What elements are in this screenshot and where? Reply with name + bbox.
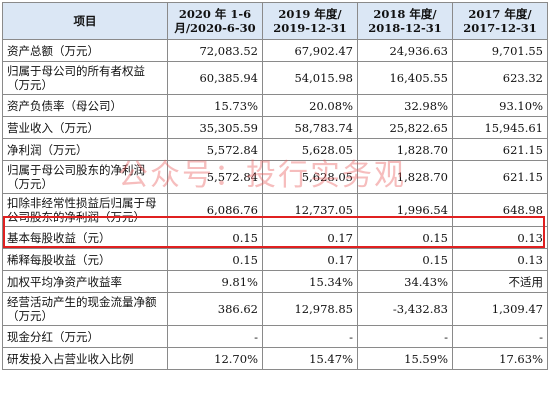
table-row: 归属于母公司的所有者权益（万元） 60,385.94 54,015.98 16,… <box>2 61 548 95</box>
table-row: 现金分红（万元） - - - - <box>2 325 548 348</box>
cell-2017: 623.32 <box>452 61 548 95</box>
cell-2017: 0.13 <box>452 248 548 271</box>
table-row: 资产总额（万元） 72,083.52 67,902.47 24,936.63 9… <box>2 39 548 62</box>
row-label: 归属于母公司的所有者权益（万元） <box>2 61 168 95</box>
table-row: 稀释每股收益（元） 0.15 0.17 0.15 0.13 <box>2 248 548 271</box>
table-row: 资产负债率（母公司） 15.73% 20.08% 32.98% 93.10% <box>2 94 548 117</box>
row-label: 资产负债率（母公司） <box>2 94 168 117</box>
cell-2017: 9,701.55 <box>452 39 548 62</box>
cell-2020h1: 5,572.84 <box>167 160 263 194</box>
cell-2018: 25,822.65 <box>357 116 453 139</box>
cell-2018: 32.98% <box>357 94 453 117</box>
cell-2020h1: 0.15 <box>167 226 263 249</box>
cell-2018: 34.43% <box>357 270 453 293</box>
cell-2020h1: 9.81% <box>167 270 263 293</box>
table-header-row: 项目 2020 年 1-6 月/2020-6-30 2019 年度/ 2019-… <box>2 2 548 40</box>
cell-2017: 621.15 <box>452 160 548 194</box>
table-row: 归属于母公司股东的净利润（万元） 5,572.84 5,628.05 1,828… <box>2 160 548 194</box>
cell-2019: 58,783.74 <box>262 116 358 139</box>
cell-2020h1: 72,083.52 <box>167 39 263 62</box>
table-row: 经营活动产生的现金流量净额（万元） 386.62 12,978.85 -3,43… <box>2 292 548 326</box>
cell-2018: - <box>357 325 453 348</box>
table-row: 营业收入（万元） 35,305.59 58,783.74 25,822.65 1… <box>2 116 548 139</box>
cell-2018: 15.59% <box>357 347 453 370</box>
row-label: 净利润（万元） <box>2 138 168 161</box>
row-label: 营业收入（万元） <box>2 116 168 139</box>
cell-2020h1: 6,086.76 <box>167 193 263 227</box>
cell-2020h1: 15.73% <box>167 94 263 117</box>
cell-2020h1: 12.70% <box>167 347 263 370</box>
cell-2020h1: - <box>167 325 263 348</box>
cell-2017: 15,945.61 <box>452 116 548 139</box>
cell-2018: 1,828.70 <box>357 160 453 194</box>
row-label: 稀释每股收益（元） <box>2 248 168 271</box>
row-label: 经营活动产生的现金流量净额（万元） <box>2 292 168 326</box>
cell-2019: 12,737.05 <box>262 193 358 227</box>
table-row: 研发投入占营业收入比例 12.70% 15.47% 15.59% 17.63% <box>2 347 548 370</box>
cell-2020h1: 0.15 <box>167 248 263 271</box>
cell-2020h1: 60,385.94 <box>167 61 263 95</box>
row-label: 资产总额（万元） <box>2 39 168 62</box>
cell-2017: - <box>452 325 548 348</box>
table-row: 加权平均净资产收益率 9.81% 15.34% 34.43% 不适用 <box>2 270 548 293</box>
cell-2019: 54,015.98 <box>262 61 358 95</box>
cell-2019: 12,978.85 <box>262 292 358 326</box>
cell-2019: 67,902.47 <box>262 39 358 62</box>
cell-2017: 17.63% <box>452 347 548 370</box>
cell-2017: 93.10% <box>452 94 548 117</box>
row-label: 现金分红（万元） <box>2 325 168 348</box>
header-2020h1: 2020 年 1-6 月/2020-6-30 <box>167 2 263 40</box>
row-label: 研发投入占营业收入比例 <box>2 347 168 370</box>
cell-2017: 不适用 <box>452 270 548 293</box>
header-item: 项目 <box>2 2 168 40</box>
cell-2018: 1,828.70 <box>357 138 453 161</box>
cell-2017: 0.13 <box>452 226 548 249</box>
header-2019: 2019 年度/ 2019-12-31 <box>262 2 358 40</box>
cell-2019: 5,628.05 <box>262 138 358 161</box>
table-row: 基本每股收益（元） 0.15 0.17 0.15 0.13 <box>2 226 548 249</box>
row-label: 扣除非经常性损益后归属于母公司股东的净利润（万元） <box>2 193 168 227</box>
cell-2019: 15.47% <box>262 347 358 370</box>
cell-2018: -3,432.83 <box>357 292 453 326</box>
cell-2018: 24,936.63 <box>357 39 453 62</box>
row-label: 归属于母公司股东的净利润（万元） <box>2 160 168 194</box>
cell-2019: 0.17 <box>262 248 358 271</box>
cell-2020h1: 5,572.84 <box>167 138 263 161</box>
cell-2019: - <box>262 325 358 348</box>
cell-2018: 1,996.54 <box>357 193 453 227</box>
cell-2017: 1,309.47 <box>452 292 548 326</box>
table-row: 净利润（万元） 5,572.84 5,628.05 1,828.70 621.1… <box>2 138 548 161</box>
cell-2018: 0.15 <box>357 226 453 249</box>
cell-2019: 5,628.05 <box>262 160 358 194</box>
cell-2020h1: 35,305.59 <box>167 116 263 139</box>
cell-2017: 621.15 <box>452 138 548 161</box>
financial-data-table: 项目 2020 年 1-6 月/2020-6-30 2019 年度/ 2019-… <box>2 2 548 370</box>
row-label: 基本每股收益（元） <box>2 226 168 249</box>
row-label: 加权平均净资产收益率 <box>2 270 168 293</box>
cell-2019: 20.08% <box>262 94 358 117</box>
cell-2017: 648.98 <box>452 193 548 227</box>
cell-2019: 15.34% <box>262 270 358 293</box>
cell-2018: 0.15 <box>357 248 453 271</box>
cell-2018: 16,405.55 <box>357 61 453 95</box>
header-2017: 2017 年度/ 2017-12-31 <box>452 2 548 40</box>
cell-2020h1: 386.62 <box>167 292 263 326</box>
header-2018: 2018 年度/ 2018-12-31 <box>357 2 453 40</box>
table-row-highlighted: 扣除非经常性损益后归属于母公司股东的净利润（万元） 6,086.76 12,73… <box>2 193 548 227</box>
cell-2019: 0.17 <box>262 226 358 249</box>
